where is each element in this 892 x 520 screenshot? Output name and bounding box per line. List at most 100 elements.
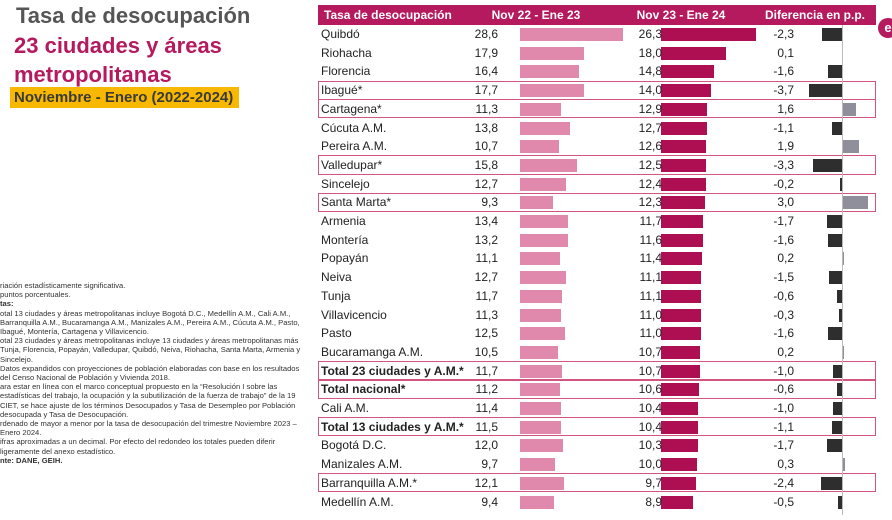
value-curr: 10,3 (638, 438, 662, 453)
value-curr: 8,9 (645, 494, 662, 509)
bar-prev (520, 271, 566, 285)
circled-letter-icon[interactable]: e (878, 18, 892, 38)
value-diff: -3,3 (773, 157, 794, 172)
table-row: Quibdó 28,6 26,3 -2,3 (318, 25, 878, 44)
bar-curr (661, 177, 706, 191)
bar-curr (661, 402, 699, 415)
bar-curr (661, 140, 707, 154)
row-label: Armenia (321, 214, 366, 228)
value-prev: 11,7 (475, 363, 498, 378)
value-curr: 12,4 (638, 176, 662, 191)
value-diff: -1,7 (773, 438, 794, 453)
period-badge: Noviembre - Enero (2022-2024) (10, 87, 240, 108)
bar-prev (520, 84, 584, 98)
footnote-line: Datos expandidos con proyecciones de pob… (0, 363, 300, 383)
row-label: Neiva (321, 270, 352, 285)
bar-diff (812, 158, 842, 172)
bar-prev (520, 345, 558, 359)
footnote-line: otal 23 ciudades y áreas metropolitanas … (0, 336, 301, 364)
value-diff: -1,1 (773, 419, 794, 434)
footnote-line: nte: DANE, GEIH. (0, 455, 63, 465)
bar-diff (832, 420, 842, 434)
value-diff: 3,0 (777, 195, 794, 210)
bar-curr (661, 383, 700, 397)
value-diff: -1,6 (773, 232, 794, 247)
bar-prev (520, 215, 569, 228)
value-prev: 15,8 (474, 157, 498, 172)
value-curr: 12,6 (638, 139, 662, 154)
table-row: Cartagena* 11,3 12,9 1,6 (318, 100, 878, 119)
significance-highlight (318, 417, 876, 437)
bar-curr (661, 364, 700, 378)
table-row: Tunja 11,7 11,1 -0,6 (318, 287, 878, 306)
diff-zero-axis (842, 25, 843, 515)
significance-highlight (318, 473, 876, 493)
table-row: Armenia 13,4 11,7 -1,7 (318, 212, 878, 231)
value-prev: 11,2 (475, 382, 498, 397)
row-label: Total nacional* (321, 382, 406, 397)
chart-subtitle: 23 ciudades y áreas metropolitanas (14, 33, 222, 87)
value-prev: 9,7 (481, 457, 498, 472)
row-label: Cúcuta A.M. (321, 120, 387, 135)
value-diff: -1,5 (773, 270, 794, 285)
value-curr: 12,5 (638, 157, 662, 172)
bar-curr (661, 476, 696, 490)
footnote-line: otal 13 ciudades y áreas metropolitanas … (0, 308, 300, 337)
value-prev: 17,9 (474, 45, 498, 60)
footnote-line: ara estar en línea con el marco conceptu… (0, 382, 296, 419)
table-row: Total 23 ciudades y A.M.* 11,7 10,7 -1,0 (318, 362, 878, 381)
significance-highlight (318, 379, 876, 399)
value-prev: 12,1 (474, 475, 498, 490)
value-diff: 0,2 (777, 251, 794, 266)
significance-highlight (318, 80, 876, 100)
row-label: Sincelejo (321, 176, 370, 191)
bar-curr (661, 327, 701, 341)
bar-diff (827, 65, 842, 79)
value-diff: 0,3 (777, 457, 794, 472)
value-diff: -1,6 (773, 64, 794, 79)
bar-prev (520, 102, 561, 116)
table-row: Pereira A.M. 10,7 12,6 1,9 (318, 137, 878, 156)
value-curr: 11,7 (639, 214, 662, 228)
value-curr: 18,0 (638, 45, 662, 60)
row-label: Barranquilla A.M.* (321, 475, 418, 490)
value-curr: 11,1 (639, 270, 662, 285)
value-curr: 10,7 (638, 344, 662, 359)
footnote-line: riación estadísticamente significativa. (0, 281, 126, 290)
table-row: Santa Marta* 9,3 12,3 3,0 (318, 193, 878, 212)
bar-curr (661, 308, 701, 322)
value-prev: 28,6 (474, 27, 498, 41)
bar-curr (661, 65, 715, 79)
footnote-line: tas: (0, 299, 14, 309)
table-row: Riohacha 17,9 18,0 0,1 (318, 44, 878, 63)
footnote-line: rdenado de mayor a menor por la tasa de … (0, 419, 297, 438)
bar-diff (827, 327, 842, 341)
row-label: Riohacha (321, 45, 372, 60)
bar-curr (661, 28, 756, 41)
bar-prev (520, 364, 563, 378)
bar-curr (661, 345, 700, 359)
bar-diff (827, 439, 842, 453)
value-curr: 12,3 (638, 195, 662, 210)
value-prev: 16,4 (474, 64, 498, 79)
table-row: Total nacional* 11,2 10,6 -0,6 (318, 380, 878, 399)
bar-prev (520, 308, 561, 322)
bar-prev (520, 196, 554, 210)
bar-diff (827, 233, 842, 247)
bar-prev (520, 383, 561, 397)
table-row: Neiva 12,7 11,1 -1,5 (318, 268, 878, 287)
bar-diff (836, 383, 842, 397)
row-label: Cali A.M. (321, 401, 370, 415)
bar-diff (842, 140, 859, 154)
value-diff: 0,1 (777, 45, 794, 60)
table-row: Cali A.M. 11,4 10,4 -1,0 (318, 399, 878, 418)
significance-highlight (318, 99, 876, 119)
value-prev: 13,2 (474, 232, 498, 247)
bar-diff (832, 121, 842, 135)
value-diff: -1,7 (773, 214, 794, 228)
row-label: Manizales A.M. (321, 457, 403, 472)
value-curr: 11,4 (639, 251, 662, 266)
row-label: Quibdó (321, 27, 360, 41)
bar-prev (520, 495, 554, 509)
row-label: Florencia (321, 64, 371, 79)
